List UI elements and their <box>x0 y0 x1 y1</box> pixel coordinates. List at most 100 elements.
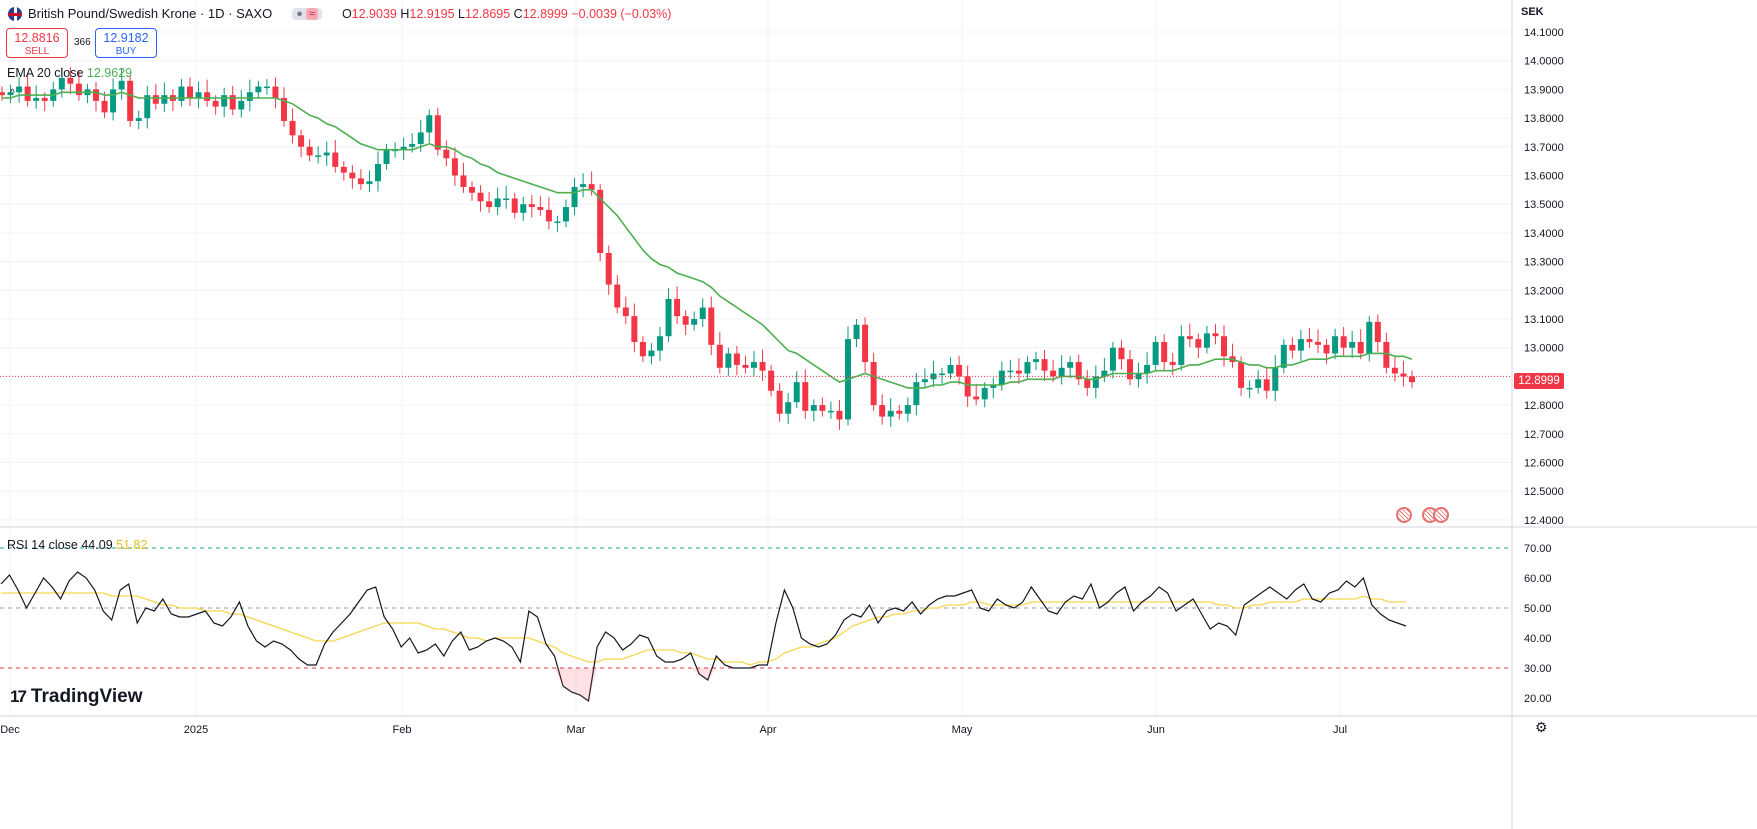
candle-body <box>1409 376 1415 383</box>
time-tick-label: Mar <box>567 724 586 736</box>
time-tick-label: Jul <box>1333 724 1347 736</box>
candle-body <box>272 86 279 99</box>
candle-body <box>862 324 869 363</box>
candle-body <box>1195 339 1202 348</box>
time-tick-label: 2025 <box>184 724 208 736</box>
candle-body <box>964 376 971 397</box>
candle-body <box>793 382 800 403</box>
candle-body <box>1041 359 1048 371</box>
candle-body <box>1272 367 1279 391</box>
ema-legend[interactable]: EMA 20 close 12.9629 <box>7 66 132 80</box>
ema-label: EMA 20 close <box>7 66 84 80</box>
candle-body <box>580 184 587 187</box>
candle-body <box>1383 341 1390 368</box>
candle-body <box>1033 359 1039 363</box>
candle-body <box>315 155 322 157</box>
symbol-title[interactable]: British Pound/Swedish Krone · 1D · SAXO <box>28 6 273 21</box>
candle-body <box>340 166 347 173</box>
candle-body <box>263 86 270 89</box>
rsi-ma-value: 51.82 <box>116 538 148 552</box>
candle-body <box>503 198 510 200</box>
candle-body <box>887 410 894 417</box>
candle-body <box>1306 339 1313 342</box>
price-tick-label: 13.3000 <box>1524 257 1564 269</box>
candle-body <box>75 83 82 96</box>
approx-icon: ≈ <box>305 7 318 20</box>
candle-body <box>990 385 997 388</box>
collapse-chevron-icon[interactable]: ^ <box>10 88 15 99</box>
rsi-tick-label: 50.00 <box>1524 603 1552 615</box>
candle-body <box>716 344 723 368</box>
price-tick-label: 13.1000 <box>1524 314 1564 326</box>
candle-body <box>682 316 689 325</box>
candle-body <box>1238 362 1245 388</box>
candle-body <box>1075 362 1082 380</box>
candle-body <box>571 186 578 208</box>
sell-button[interactable]: 12.8816 SELL <box>6 28 68 58</box>
buy-button[interactable]: 12.9182 BUY <box>95 28 157 58</box>
price-tick-label: 12.8000 <box>1524 400 1564 412</box>
candle-body <box>776 390 783 414</box>
candle-body <box>973 396 980 400</box>
candle-body <box>110 89 117 113</box>
candle-body <box>298 135 305 147</box>
candle-body <box>409 143 416 147</box>
currency-label[interactable]: SEK <box>1521 6 1544 18</box>
candle-body <box>768 370 775 391</box>
spread-value: 366 <box>74 37 91 48</box>
last-price-badge: 12.8999 <box>1514 373 1564 389</box>
candle-body <box>1101 370 1108 377</box>
candle-body <box>1084 379 1091 388</box>
candle-body <box>657 336 663 351</box>
candle-body <box>1161 341 1168 363</box>
ohlc-values: O12.9039 H12.9195 L12.8695 C12.8999 −0.0… <box>341 6 672 21</box>
candle-body <box>742 364 749 368</box>
candle-body <box>896 410 903 414</box>
candle-body <box>904 405 911 414</box>
candle-body <box>1323 344 1330 354</box>
price-tick-label: 12.5000 <box>1524 486 1564 498</box>
candle-body <box>152 95 159 104</box>
candle-body <box>289 120 296 136</box>
event-flag-icon[interactable] <box>1433 507 1449 523</box>
candle-body <box>24 86 31 101</box>
candle-body <box>41 98 48 101</box>
tradingview-mark-icon: 17 <box>10 687 27 706</box>
candle-body <box>1332 336 1339 354</box>
buy-label: BUY <box>115 46 137 57</box>
candle-body <box>1092 376 1099 388</box>
candle-body <box>733 353 740 365</box>
candle-body <box>118 80 125 90</box>
candle-body <box>323 152 330 156</box>
time-tick-label: May <box>952 724 973 736</box>
candle-body <box>708 307 715 345</box>
candle-body <box>605 252 612 285</box>
candle-body <box>597 189 604 253</box>
candle-body <box>417 132 424 144</box>
candle-body <box>853 324 860 340</box>
event-flag-icon[interactable] <box>1396 507 1412 523</box>
rsi-legend[interactable]: RSI 14 close 44.09 51.82 <box>7 538 147 552</box>
candle-body <box>1067 362 1074 368</box>
symbol-legend[interactable]: British Pound/Swedish Krone · 1D · SAXO … <box>8 6 671 21</box>
rsi-value: 44.09 <box>81 538 113 552</box>
rsi-label: RSI 14 close <box>7 538 78 552</box>
candle-body <box>187 86 193 99</box>
settings-gear-icon[interactable]: ⚙ <box>1535 719 1548 735</box>
status-pill[interactable]: ● ≈ <box>292 7 322 20</box>
candle-body <box>785 402 792 414</box>
candle-body <box>375 164 381 182</box>
candle-body <box>699 307 706 319</box>
candle-body <box>93 89 99 101</box>
candle-body <box>1246 387 1253 390</box>
candle-body <box>246 92 253 101</box>
candle-body <box>426 115 433 133</box>
candle-body <box>1135 373 1142 380</box>
price-tick-label: 14.0000 <box>1524 56 1564 68</box>
candle-body <box>16 86 23 93</box>
candle-body <box>947 364 954 374</box>
tradingview-logo: 17 TradingView <box>10 686 143 708</box>
candle-body <box>101 100 108 113</box>
candle-body <box>494 198 501 208</box>
